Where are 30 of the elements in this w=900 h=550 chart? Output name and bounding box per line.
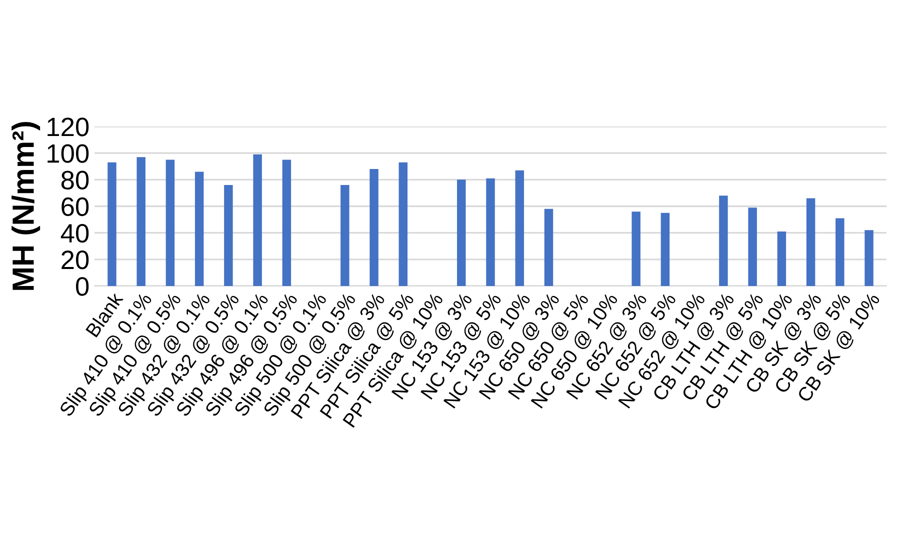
bar	[108, 162, 116, 286]
bar	[486, 178, 495, 286]
bar	[224, 184, 233, 286]
bar	[457, 180, 466, 286]
bar	[864, 230, 874, 286]
y-tick-label: 40	[60, 224, 89, 243]
bar	[370, 169, 378, 286]
bar	[719, 196, 728, 286]
bar	[398, 162, 408, 286]
bar	[340, 184, 350, 286]
bar	[777, 232, 786, 286]
y-tick-label: 20	[62, 250, 89, 270]
bar	[282, 160, 292, 286]
y-tick-label: 80	[61, 170, 89, 190]
y-tick-label: 100	[48, 144, 89, 163]
bar	[166, 160, 175, 286]
bar	[544, 208, 554, 286]
bar	[253, 154, 262, 286]
bar	[515, 170, 524, 286]
y-axis-title: MH (N/mm²)	[12, 122, 40, 290]
bar	[136, 157, 146, 286]
bar	[748, 208, 757, 286]
bar	[836, 218, 844, 286]
bar	[632, 212, 640, 286]
y-tick-label: 60	[62, 197, 89, 216]
y-tick-label: 0	[76, 277, 89, 296]
bar	[660, 212, 670, 286]
bar	[806, 198, 816, 286]
y-tick-label: 120	[48, 118, 89, 136]
bar	[194, 172, 204, 286]
